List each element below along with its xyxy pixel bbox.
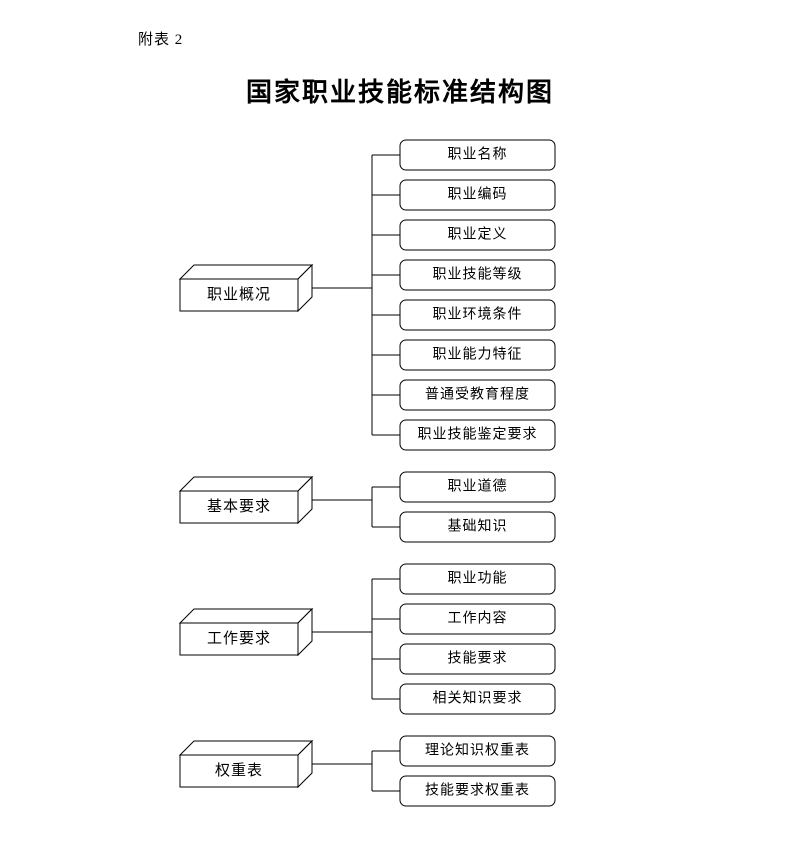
child-node: 职业技能鉴定要求 [400, 420, 555, 450]
parent-label-basic: 基本要求 [207, 498, 271, 515]
parent-node-basic: 基本要求 [180, 477, 312, 523]
child-node: 职业编码 [400, 180, 555, 210]
parent-node-weight: 权重表 [180, 741, 312, 787]
child-label: 职业环境条件 [433, 306, 523, 323]
child-node: 职业功能 [400, 564, 555, 594]
child-label: 职业道德 [448, 479, 508, 495]
child-label: 职业编码 [448, 187, 508, 203]
child-node: 职业能力特征 [400, 340, 555, 370]
child-label: 职业功能 [448, 571, 508, 587]
child-label: 职业技能鉴定要求 [418, 427, 538, 443]
child-node: 工作内容 [400, 604, 555, 634]
child-node: 技能要求 [400, 644, 555, 674]
child-label: 职业技能等级 [433, 266, 523, 283]
parent-label-weight: 权重表 [215, 762, 263, 779]
child-node: 职业道德 [400, 472, 555, 502]
child-label: 技能要求权重表 [425, 783, 530, 799]
child-node: 职业环境条件 [400, 300, 555, 330]
parent-label-work: 工作要求 [207, 630, 271, 647]
child-node: 普通受教育程度 [400, 380, 555, 410]
child-node: 理论知识权重表 [400, 736, 555, 766]
child-label: 职业定义 [448, 227, 508, 243]
child-label: 相关知识要求 [433, 690, 523, 707]
child-label: 基础知识 [448, 518, 508, 535]
child-label: 理论知识权重表 [425, 742, 530, 759]
child-node: 相关知识要求 [400, 684, 555, 714]
child-label: 职业名称 [448, 147, 508, 163]
structure-diagram: 职业名称职业编码职业定义职业技能等级职业环境条件职业能力特征普通受教育程度职业技… [0, 0, 800, 846]
page: 附表 2 国家职业技能标准结构图 职业名称职业编码职业定义职业技能等级职业环境条… [0, 0, 800, 846]
parent-node-work: 工作要求 [180, 609, 312, 655]
parent-node-overview: 职业概况 [180, 265, 312, 311]
parent-label-overview: 职业概况 [207, 286, 271, 303]
child-label: 工作内容 [448, 610, 508, 627]
child-node: 职业名称 [400, 140, 555, 170]
child-label: 技能要求 [448, 651, 508, 667]
child-node: 职业定义 [400, 220, 555, 250]
child-node: 职业技能等级 [400, 260, 555, 290]
child-node: 技能要求权重表 [400, 776, 555, 806]
child-label: 职业能力特征 [433, 347, 523, 363]
child-node: 基础知识 [400, 512, 555, 542]
child-label: 普通受教育程度 [425, 387, 530, 403]
